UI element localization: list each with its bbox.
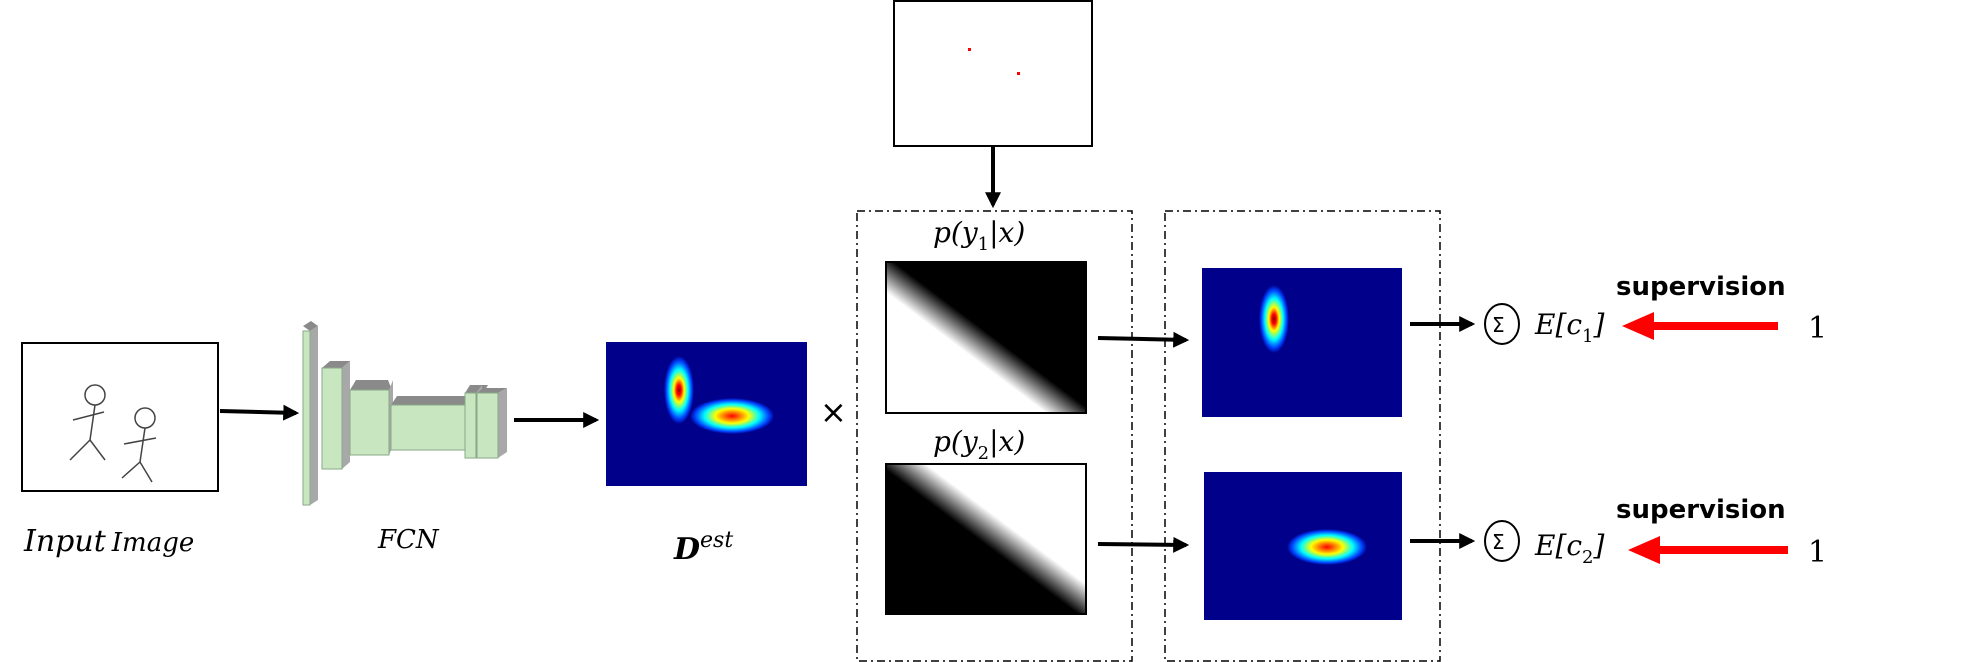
result1-map	[1202, 268, 1402, 417]
prob2-label: p(y2|x)	[933, 425, 1025, 464]
sum2: Σ	[1484, 520, 1520, 562]
arrow-prob1-to-result1	[1097, 331, 1190, 348]
arrow-prob2-to-result2	[1097, 536, 1190, 553]
prob2-map	[885, 463, 1087, 615]
density-map	[606, 342, 807, 486]
supervision-arrow-2	[1628, 536, 1788, 564]
result2-map	[1204, 472, 1402, 620]
stick-figure-1	[69, 384, 106, 461]
target-value-1: 1	[1808, 311, 1827, 346]
prob1-map	[885, 261, 1087, 414]
sum-symbol-1: Σ	[1492, 313, 1505, 337]
supervision-arrow-1	[1622, 312, 1778, 340]
expect1-label: E[c1]	[1534, 308, 1605, 347]
stick-figure-2	[121, 407, 157, 483]
sum1: Σ	[1484, 303, 1520, 345]
result-maps-group	[1164, 210, 1441, 662]
prob1-label: p(y1|x)	[933, 216, 1025, 255]
fcn-label: FCN	[377, 525, 440, 555]
supervision-label-2: supervision	[1616, 495, 1786, 525]
prob-maps-group	[856, 210, 1133, 662]
supervision-label-1: supervision	[1616, 272, 1786, 302]
target-value-2: 1	[1808, 535, 1827, 570]
input-image-panel	[21, 342, 219, 492]
sum-symbol-2: Σ	[1492, 530, 1505, 554]
expect2-label: E[c2]	[1534, 529, 1605, 568]
sum-circle-1	[1484, 303, 1520, 345]
sum-circle-2	[1484, 520, 1520, 562]
fcn-network	[302, 321, 507, 506]
head-point-1	[968, 48, 971, 51]
multiply-sign: ×	[820, 393, 847, 431]
head-point-2	[1017, 72, 1020, 75]
density-label: Dest	[673, 528, 733, 567]
arrow-input-to-fcn	[219, 404, 300, 421]
head-points-panel	[893, 0, 1093, 147]
input-label: Input Image	[23, 524, 194, 559]
